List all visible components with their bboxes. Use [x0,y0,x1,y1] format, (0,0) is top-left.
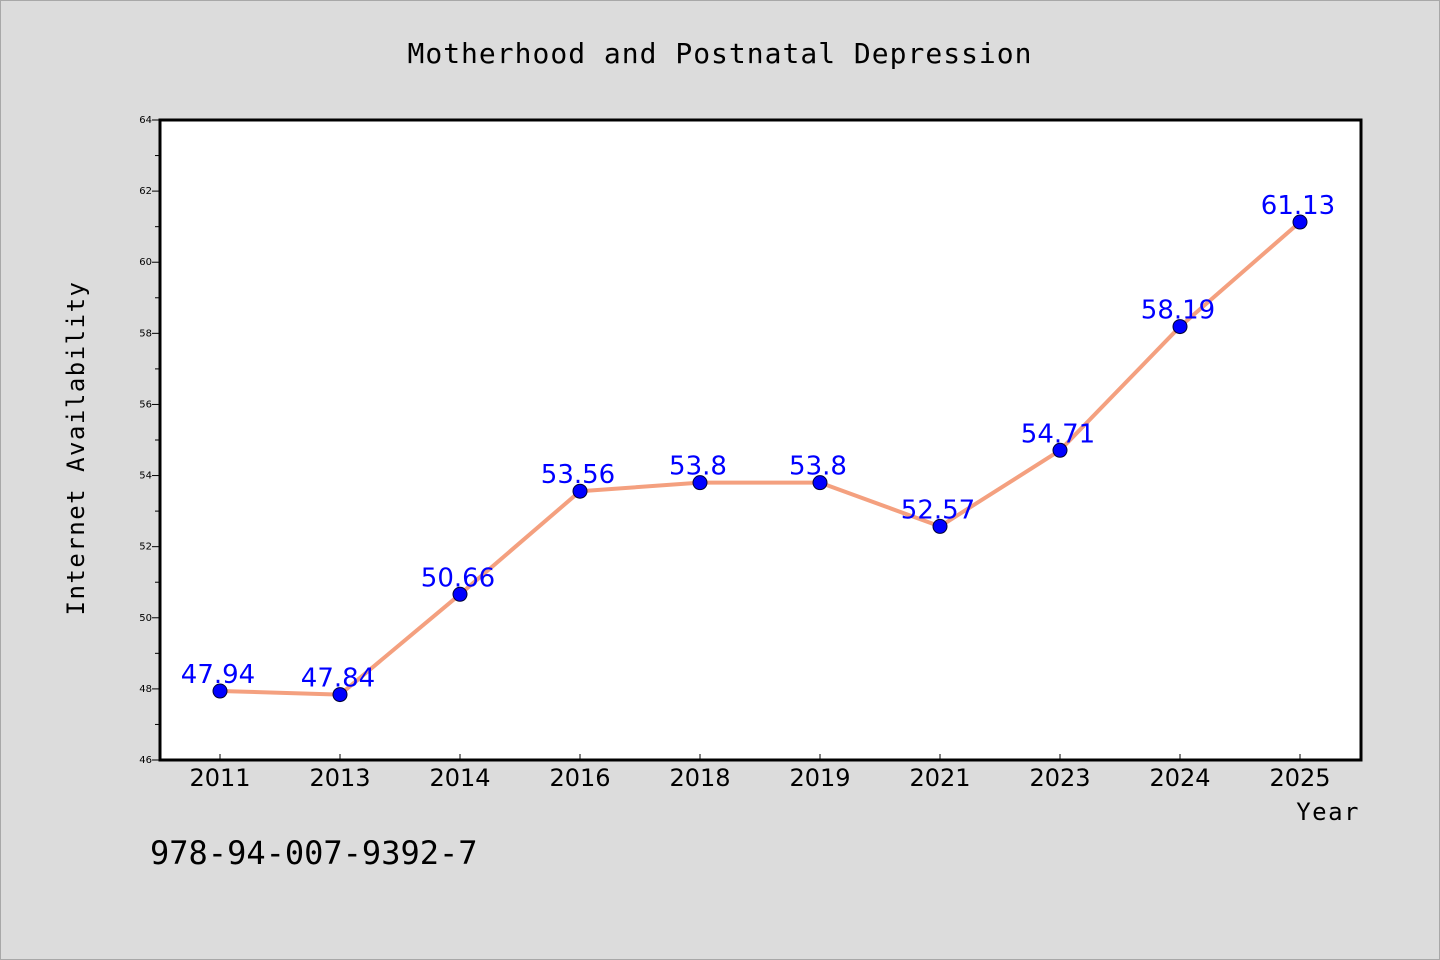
x-tick-label: 2025 [1269,764,1330,792]
x-tick-label: 2014 [429,764,490,792]
x-tick-label: 2013 [309,764,370,792]
plot-area [158,118,1363,762]
data-label: 52.57 [901,495,975,525]
data-point [1292,214,1308,230]
data-label: 50.66 [421,563,495,593]
data-point [692,475,708,491]
data-label: 47.94 [181,660,255,690]
x-tick-label: 2019 [789,764,850,792]
chart-title: Motherhood and Postnatal Depression [407,37,1032,70]
data-point [332,687,348,703]
series-line [218,220,1302,697]
data-label: 58.19 [1141,296,1215,326]
data-label: 61.13 [1261,191,1335,221]
x-tick-label: 2023 [1029,764,1090,792]
data-point [1052,442,1068,458]
data-label: 47.84 [301,664,375,694]
y-tick-label: 48 [139,684,152,695]
y-tick-label: 46 [139,755,152,766]
x-tick-label: 2024 [1149,764,1210,792]
y-tick-label: 60 [139,257,152,268]
data-label: 53.8 [789,452,847,482]
x-tick-label: 2016 [549,764,610,792]
data-point [932,518,948,534]
y-tick-label: 50 [139,613,152,624]
y-axis-title: Internet Availability [62,281,90,616]
data-point [212,683,228,699]
x-axis-ticks: 2011 2013 2014 2016 2018 2019 2021 2023 2024 2025 [189,754,1331,792]
data-point [572,483,588,499]
y-tick-label: 62 [139,186,152,197]
data-label: 53.56 [541,460,615,490]
isbn-text: 978-94-007-9392-7 [150,834,478,872]
x-tick-label: 2021 [909,764,970,792]
x-axis-title: Year [1296,798,1360,826]
y-tick-label: 56 [139,399,152,410]
y-tick-label: 64 [139,115,152,126]
series-layer: 47.94 47.84 50.66 53.56 53.8 53.8 52.57 54.71 58… [181,191,1335,703]
x-tick-label: 2018 [669,764,730,792]
x-tick-label: 2011 [189,764,250,792]
y-tick-label: 58 [139,328,152,339]
y-tick-label: 54 [139,471,152,482]
data-label: 53.8 [669,452,727,482]
data-label: 54.71 [1021,419,1095,449]
y-tick-label: 52 [139,542,152,553]
data-point [812,475,828,491]
y-axis-ticks: 46 48 50 52 54 56 58 60 62 64 [139,115,160,766]
data-point [452,586,468,602]
data-point [1172,319,1188,335]
